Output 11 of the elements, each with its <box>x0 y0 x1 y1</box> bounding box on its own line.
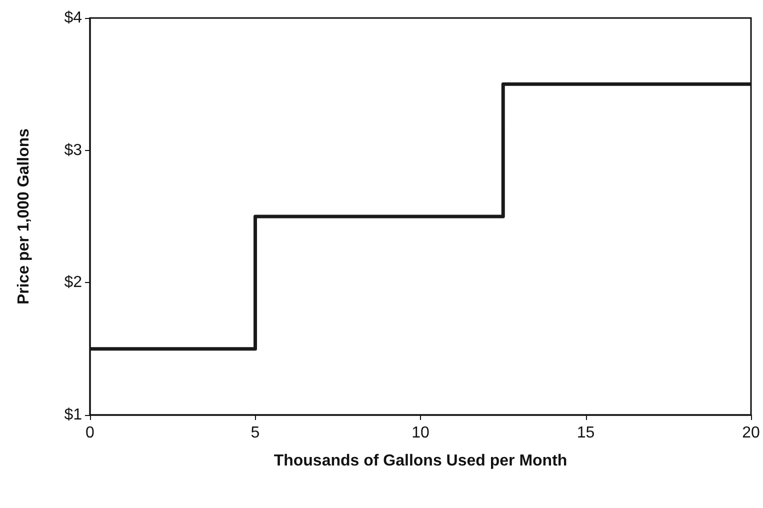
x-tick-label: 0 <box>86 424 95 442</box>
x-axis-title: Thousands of Gallons Used per Month <box>274 452 568 470</box>
x-tick-label: 10 <box>412 424 430 442</box>
x-tick-label: 5 <box>250 424 260 442</box>
y-tick-label: $4 <box>64 10 82 26</box>
y-tick-label: $2 <box>64 274 82 292</box>
y-tick-label: $1 <box>64 406 82 424</box>
y-tick-label: $3 <box>64 142 82 159</box>
x-tick-label: 15 <box>576 424 595 442</box>
x-tick-label: 20 <box>742 424 760 442</box>
y-axis-title: Price per 1,000 Gallons <box>16 128 32 305</box>
